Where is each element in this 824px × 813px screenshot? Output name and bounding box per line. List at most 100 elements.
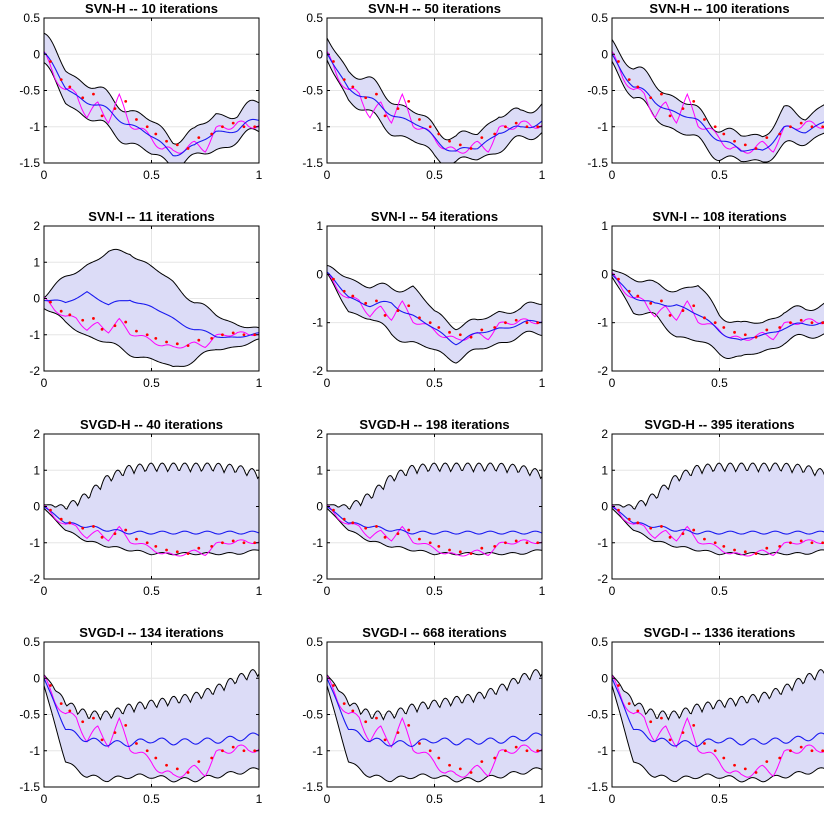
band-upper-line <box>44 32 259 145</box>
y-tick-label: 0.5 <box>23 11 40 25</box>
x-tick-label: 0.5 <box>143 168 160 182</box>
observation-point <box>713 541 717 545</box>
observation-point <box>437 756 441 760</box>
observation-point <box>778 132 782 136</box>
y-tick-label: -2 <box>597 572 608 586</box>
observation-point <box>197 546 201 550</box>
observation-point <box>351 85 355 89</box>
observation-point <box>210 756 214 760</box>
observation-point <box>754 335 758 339</box>
band-lower-line <box>44 308 259 368</box>
observation-point <box>536 749 540 753</box>
uncertainty-band <box>612 669 824 782</box>
observation-point <box>351 709 355 713</box>
observation-point <box>458 333 462 337</box>
observation-point <box>342 78 346 82</box>
y-tick-label: 1 <box>33 255 40 269</box>
band-lower-line <box>612 685 824 783</box>
observation-point <box>68 313 72 317</box>
observation-point <box>165 548 168 552</box>
y-tick-label: -1 <box>597 744 608 758</box>
observation-point <box>681 309 685 312</box>
observation-point <box>154 132 158 136</box>
observation-point <box>692 99 696 103</box>
y-tick-label: 1 <box>33 463 40 477</box>
observation-point <box>821 321 824 325</box>
y-tick-label: 0 <box>33 671 40 685</box>
observation-point <box>810 749 814 753</box>
observation-point <box>668 535 672 539</box>
uncertainty-band <box>44 463 259 555</box>
observation-point <box>145 333 149 337</box>
observation-point <box>383 114 387 118</box>
observation-point <box>480 328 484 332</box>
y-tick-label: -1 <box>29 120 40 134</box>
y-tick-label: -0.5 <box>302 84 323 98</box>
observation-point <box>703 537 706 541</box>
y-tick-label: 0 <box>33 500 40 514</box>
x-tick-label: 0.5 <box>711 792 728 806</box>
observation-point <box>332 277 335 281</box>
observation-point <box>113 107 117 111</box>
uncertainty-band <box>327 669 542 782</box>
observation-point <box>383 314 387 317</box>
band-lower-line <box>612 507 824 556</box>
x-tick-label: 0 <box>609 792 616 806</box>
observation-point <box>493 756 497 760</box>
mean-line <box>44 291 259 338</box>
y-tick-label: 0.5 <box>306 11 323 25</box>
panel-title: SVN-I -- 11 iterations <box>88 209 214 224</box>
panel-title: SVGD-H -- 40 iterations <box>80 417 223 432</box>
band-lower-line <box>327 685 542 783</box>
observation-point <box>242 125 246 129</box>
uncertainty-band <box>612 39 824 162</box>
band-lower-line <box>612 276 824 359</box>
observation-point <box>713 125 717 129</box>
observation-point <box>375 525 378 528</box>
observation-point <box>135 742 138 745</box>
observation-point <box>514 121 518 125</box>
y-tick-label: 0.5 <box>591 11 608 25</box>
observation-point <box>186 147 190 150</box>
observation-point <box>668 738 672 742</box>
observation-point <box>480 546 484 550</box>
y-tick-label: 1 <box>316 219 323 233</box>
observation-point <box>231 121 235 125</box>
observation-point <box>124 723 128 727</box>
y-tick-label: -1 <box>312 120 323 134</box>
observation-point <box>81 318 85 322</box>
observation-point <box>49 508 52 512</box>
uncertainty-band <box>612 269 824 359</box>
observation-point <box>197 760 201 764</box>
observation-point <box>100 738 104 742</box>
observation-point <box>789 125 792 129</box>
panel-title: SVN-I -- 54 iterations <box>371 209 498 224</box>
observation-point <box>428 125 432 129</box>
observation-point <box>617 508 620 512</box>
observation-point <box>743 143 747 147</box>
observation-point <box>754 552 758 556</box>
x-tick-label: 1 <box>256 168 263 182</box>
y-tick-label: 0 <box>601 500 608 514</box>
x-tick-label: 1 <box>539 792 546 806</box>
observation-point <box>364 526 368 530</box>
y-tick-label: 0 <box>316 267 323 281</box>
y-tick-label: -2 <box>312 364 323 378</box>
observation-point <box>660 716 663 720</box>
x-tick-label: 0.5 <box>426 376 443 390</box>
uncertainty-band <box>44 669 259 782</box>
observation-point <box>253 749 257 753</box>
observation-point <box>692 304 696 308</box>
observation-point <box>231 331 235 335</box>
observation-point <box>81 526 85 530</box>
band-lower-line <box>44 685 259 783</box>
observation-point <box>703 118 706 121</box>
band-lower-line <box>327 507 542 556</box>
observation-point <box>789 541 792 545</box>
y-tick-label: 0.5 <box>306 635 323 649</box>
observation-point <box>722 326 726 329</box>
